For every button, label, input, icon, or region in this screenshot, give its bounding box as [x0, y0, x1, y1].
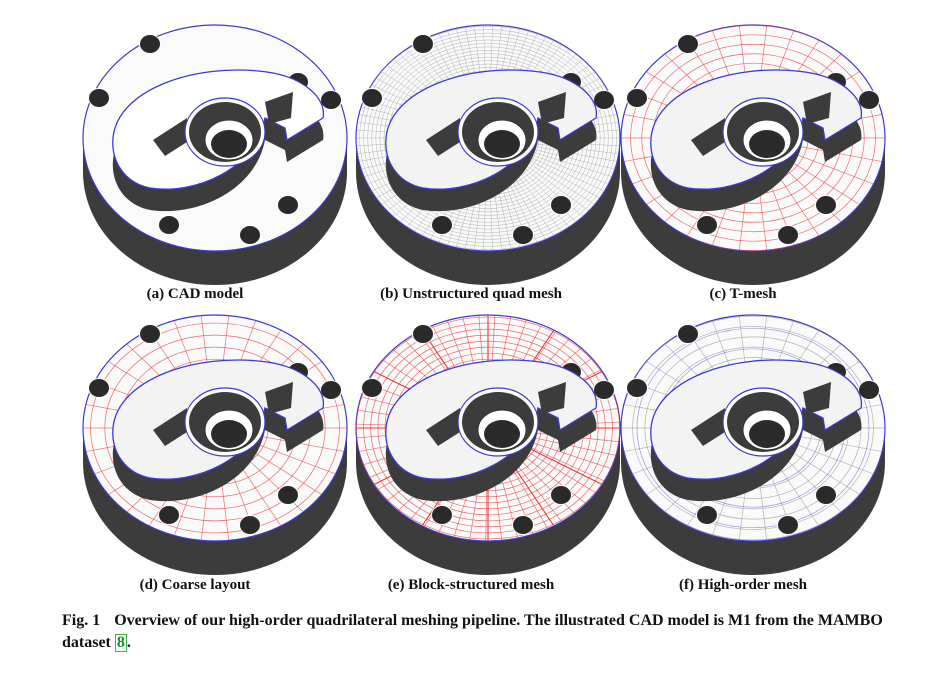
figure-panel-c — [603, 20, 903, 320]
center-bore — [484, 130, 520, 158]
bolt-hole — [158, 505, 180, 525]
center-bore — [749, 420, 785, 448]
subcaption-d: (d) Coarse layout — [139, 577, 251, 593]
figure-panel-a — [65, 20, 365, 320]
center-bore — [749, 130, 785, 158]
bolt-hole — [88, 378, 110, 398]
bolt-hole — [593, 380, 615, 400]
bolt-hole — [361, 88, 383, 108]
bolt-hole — [858, 90, 880, 110]
bolt-hole — [139, 324, 161, 344]
subcaption-c: (c) T-mesh — [709, 286, 777, 302]
bolt-hole — [677, 34, 699, 54]
bolt-hole — [815, 485, 837, 505]
bolt-hole — [320, 90, 342, 110]
bolt-hole — [696, 215, 718, 235]
subcaption-a: (a) CAD model — [146, 286, 244, 302]
disc-illustration-b — [355, 24, 621, 285]
bolt-hole — [158, 215, 180, 235]
subcaption-b: (b) Unstructured quad mesh — [380, 286, 562, 302]
bolt-hole — [277, 485, 299, 505]
bolt-hole — [361, 378, 383, 398]
figure-panel-e — [338, 310, 638, 610]
figure-caption: Fig. 1 Overview of our high-order quadril… — [62, 610, 892, 654]
bolt-hole — [88, 88, 110, 108]
center-bore — [211, 130, 247, 158]
bolt-hole — [626, 88, 648, 108]
bolt-hole — [777, 515, 799, 535]
bolt-hole — [512, 515, 534, 535]
bolt-hole — [239, 515, 261, 535]
bolt-hole — [431, 215, 453, 235]
figure-panel-b — [338, 20, 638, 320]
caption-text: Overview of our high-order quadrilateral… — [62, 612, 883, 651]
bolt-hole — [412, 324, 434, 344]
disc-illustration-c — [620, 24, 886, 285]
bolt-hole — [815, 195, 837, 215]
bolt-hole — [239, 225, 261, 245]
bolt-hole — [626, 378, 648, 398]
figure-label: Fig. 1 — [62, 612, 101, 629]
bolt-hole — [550, 485, 572, 505]
bolt-hole — [593, 90, 615, 110]
subcaption-f: (f) High-order mesh — [678, 577, 808, 593]
bolt-hole — [512, 225, 534, 245]
bolt-hole — [412, 34, 434, 54]
disc-illustration-e — [355, 314, 621, 575]
disc-illustration-a — [82, 24, 348, 285]
bolt-hole — [677, 324, 699, 344]
center-bore — [211, 420, 247, 448]
disc-illustration-f — [620, 314, 886, 575]
center-bore — [484, 420, 520, 448]
bolt-hole — [550, 195, 572, 215]
citation-link[interactable]: 8 — [114, 634, 127, 652]
caption-end: . — [126, 634, 131, 651]
figure-panel-d — [65, 310, 365, 610]
bolt-hole — [139, 34, 161, 54]
bolt-hole — [777, 225, 799, 245]
bolt-hole — [858, 380, 880, 400]
disc-illustration-d — [82, 314, 348, 575]
figure-panel-f — [603, 310, 903, 610]
bolt-hole — [696, 505, 718, 525]
bolt-hole — [277, 195, 299, 215]
bolt-hole — [431, 505, 453, 525]
bolt-hole — [320, 380, 342, 400]
subcaption-e: (e) Block-structured mesh — [387, 577, 555, 593]
